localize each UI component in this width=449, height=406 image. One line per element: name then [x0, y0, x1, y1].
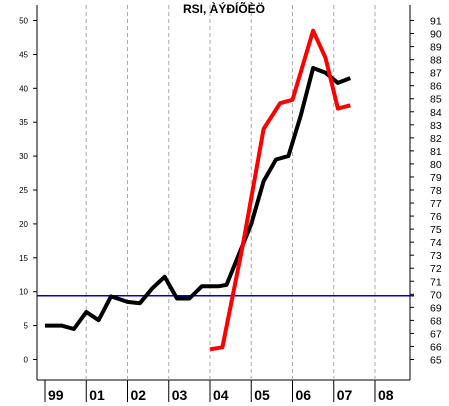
left-tick-label: 50: [19, 17, 28, 26]
right-tick-label: 71: [430, 276, 442, 288]
left-tick-label: 5: [24, 322, 29, 331]
left-tick-label: 15: [19, 254, 28, 263]
x-tick-label: 04: [213, 387, 229, 403]
right-tick-label: 89: [430, 42, 442, 54]
right-tick-label: 87: [430, 68, 442, 80]
right-tick-label: 80: [430, 159, 442, 171]
left-tick-label: 45: [19, 50, 28, 59]
right-tick-label: 67: [430, 328, 442, 340]
right-tick-label: 65: [430, 355, 442, 367]
vertical-grid: [85, 5, 376, 380]
right-tick-label: 90: [430, 29, 442, 41]
right-y-axis: 65 66676869707172737475767778798081828384…: [410, 16, 442, 367]
right-tick-label: 72: [430, 263, 442, 275]
right-tick-label: 85: [430, 94, 442, 106]
x-tick-label: 01: [89, 387, 105, 403]
series-group: [45, 28, 352, 352]
plot-frame: [36, 5, 411, 381]
right-tick-label: 73: [430, 250, 442, 262]
right-tick-label: 75: [430, 224, 442, 236]
right-tick-label: 84: [430, 107, 442, 119]
x-tick-label: 06: [296, 387, 312, 403]
x-axis: 99 01 02 03 04 05 06 07 08: [44, 380, 394, 403]
right-tick-label: 79: [430, 172, 442, 184]
series-line-black: [45, 66, 352, 331]
left-tick-label: 0: [24, 356, 29, 365]
right-tick-label: 81: [430, 146, 442, 158]
right-tick-label: 69: [430, 302, 442, 314]
x-tick-label: 03: [172, 387, 188, 403]
x-tick-label: 02: [131, 387, 147, 403]
right-tick-label: 82: [430, 133, 442, 145]
right-tick-label: 70: [430, 289, 442, 301]
left-tick-label: 10: [19, 288, 28, 297]
left-y-axis: 0 5 10 15 20 25 30 35 40 45 50: [19, 17, 37, 365]
x-tick-label: 07: [337, 387, 353, 403]
chart-title: RSI, ÀÝÐÍÕÈÖ: [183, 1, 265, 16]
right-tick-label: 76: [430, 211, 442, 223]
right-tick-label: 77: [430, 198, 442, 210]
right-tick-label: 83: [430, 120, 442, 132]
right-tick-label: 91: [430, 16, 442, 28]
left-tick-label: 40: [19, 84, 28, 93]
series-line-red: [209, 28, 351, 352]
left-tick-label: 20: [19, 220, 28, 229]
right-tick-label: 88: [430, 55, 442, 67]
left-tick-label: 35: [19, 118, 28, 127]
right-tick-label: 78: [430, 185, 442, 197]
right-tick-label: 74: [430, 237, 442, 249]
right-tick-label: 86: [430, 81, 442, 93]
left-tick-label: 25: [19, 186, 28, 195]
right-tick-label: 66: [430, 341, 442, 353]
x-tick-label: 05: [254, 387, 270, 403]
right-tick-label: 68: [430, 315, 442, 327]
left-tick-label: 30: [19, 152, 28, 161]
x-tick-label: 08: [378, 387, 394, 403]
x-tick-label: 99: [48, 387, 64, 403]
